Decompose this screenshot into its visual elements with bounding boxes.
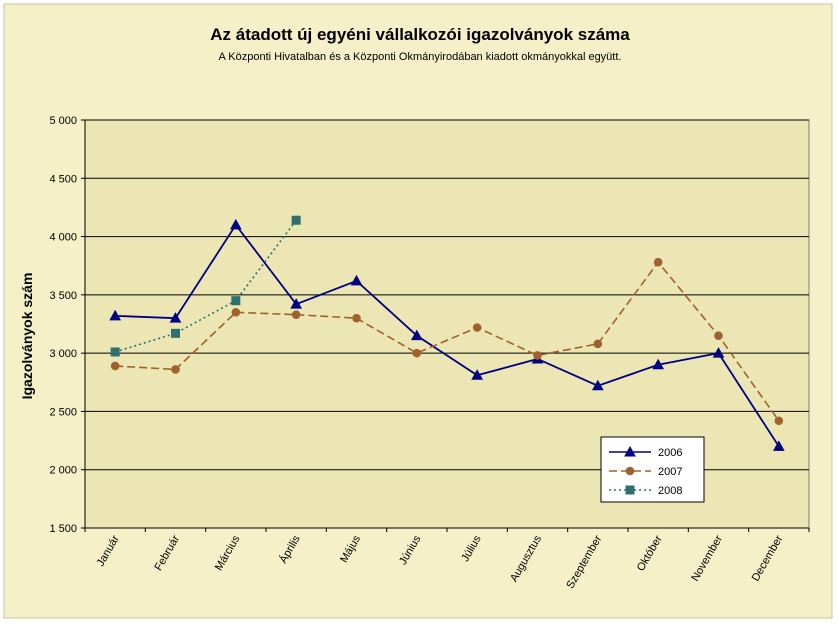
data-point-circle [412, 348, 422, 358]
y-tick-label: 1 500 [49, 523, 77, 535]
legend-item-2008: 2008 [609, 485, 682, 497]
legend-items: 2006 2007 2008 [609, 445, 682, 497]
y-tick-label: 3 000 [49, 348, 77, 360]
data-point-triangle [471, 369, 484, 380]
chart-subtitle: A Központi Hivatalban és a Központi Okmá… [219, 51, 622, 63]
data-point-circle [625, 466, 635, 476]
legend-box [600, 436, 705, 503]
series-line-2006 [115, 223, 780, 447]
series-lines [109, 215, 785, 451]
axes [81, 119, 810, 532]
data-point-circle [533, 351, 542, 360]
y-tick-label: 4 500 [49, 173, 77, 185]
data-point-square [171, 328, 180, 338]
data-point-circle [171, 365, 180, 374]
data-point-triangle [350, 274, 363, 286]
legend: 2006 2007 2008 [600, 436, 705, 503]
legend-label: 2006 [658, 447, 682, 459]
y-tick-label: 3 500 [49, 290, 77, 302]
data-point-circle [231, 308, 241, 317]
data-point-circle [653, 257, 663, 267]
data-point-triangle [290, 298, 303, 309]
data-point-triangle [410, 329, 423, 341]
data-point-square [625, 485, 635, 495]
data-point-circle [291, 310, 301, 319]
legend-item-2007: 2007 [609, 466, 682, 478]
series-line-2007 [115, 260, 780, 422]
data-point-triangle [591, 379, 604, 391]
legend-label: 2008 [658, 485, 682, 497]
data-point-triangle [169, 312, 182, 323]
y-axis-label: Igazolványok szám [19, 273, 35, 400]
data-point-circle [714, 331, 723, 340]
data-point-triangle [229, 218, 242, 230]
data-point-square [231, 296, 241, 306]
data-point-triangle [772, 440, 785, 451]
legend-item-2006: 2006 [609, 445, 682, 459]
data-point-circle [774, 416, 784, 426]
legend-label: 2007 [658, 466, 682, 478]
y-tick-label: 2 500 [49, 406, 77, 418]
series-2008 [110, 215, 301, 357]
y-tick-label: 4 000 [49, 232, 77, 244]
y-tick-labels: 1 500 2 000 2 500 3 000 3 500 4 000 4 500 5 000 [49, 115, 77, 535]
grid-lines [85, 119, 809, 471]
data-point-triangle [712, 347, 725, 358]
series-2007 [110, 257, 784, 426]
chart-title: Az átadott új egyéni vállalkozói igazolv… [210, 25, 630, 44]
y-tick-label: 5 000 [49, 115, 77, 127]
data-point-circle [472, 323, 482, 332]
data-point-triangle [109, 309, 122, 321]
data-point-circle [593, 339, 603, 349]
data-point-triangle [652, 358, 665, 370]
series-line-2008 [114, 219, 297, 353]
data-point-circle [110, 361, 120, 371]
data-point-square [291, 215, 301, 225]
data-point-triangle [624, 445, 636, 457]
data-point-circle [352, 313, 361, 323]
data-point-square [110, 347, 120, 357]
y-tick-label: 2 000 [49, 465, 77, 477]
